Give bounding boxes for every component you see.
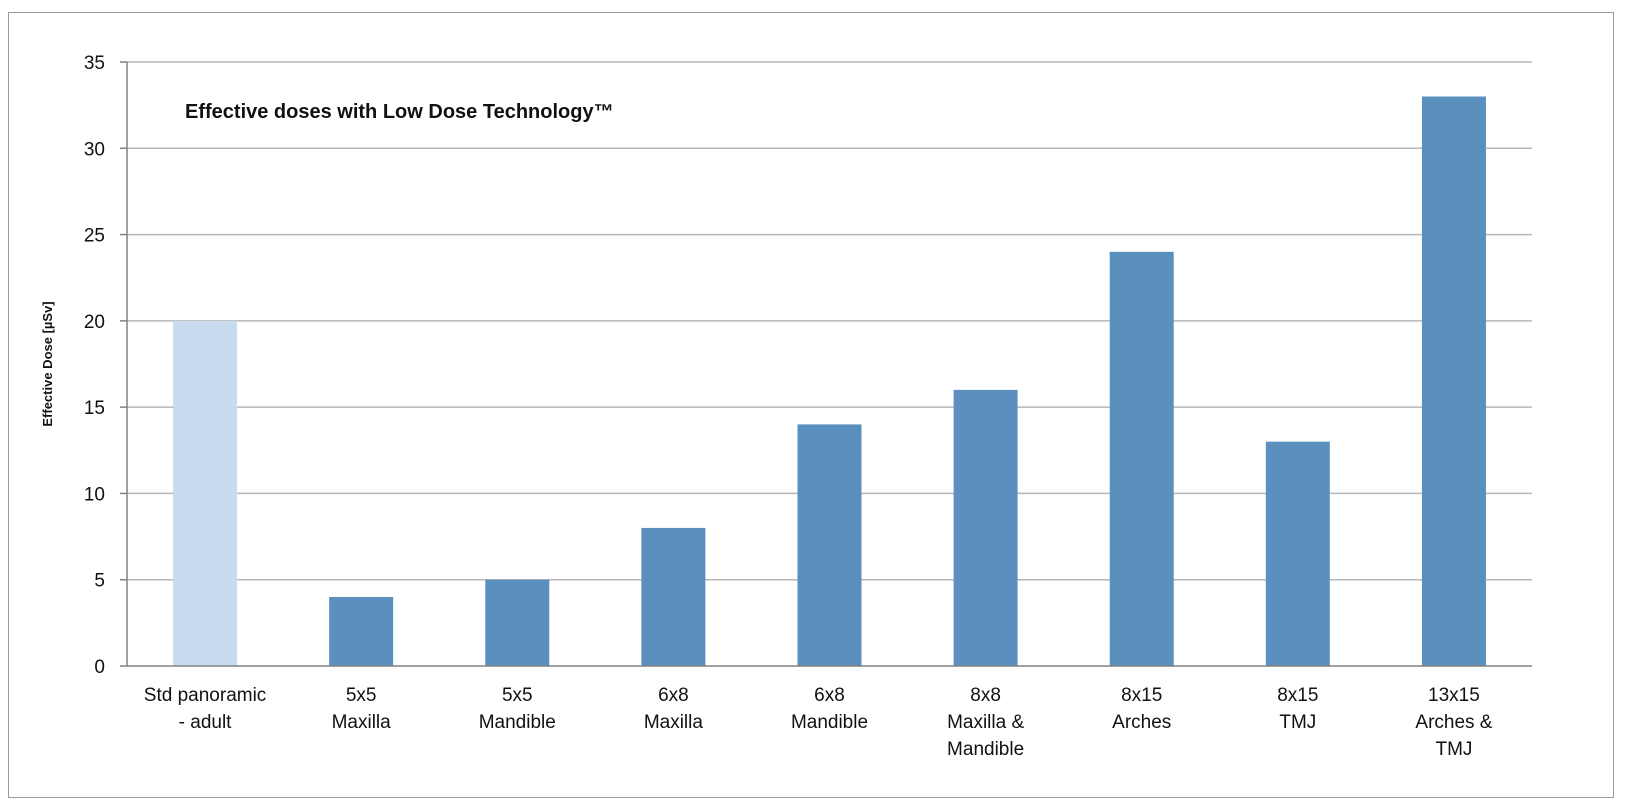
bar bbox=[485, 579, 550, 666]
x-category-label: 5x5 Maxilla bbox=[332, 685, 392, 733]
y-tick-label: 15 bbox=[84, 398, 105, 419]
y-tick-label: 35 bbox=[84, 53, 105, 74]
x-category-label-line: 6x8 bbox=[814, 685, 845, 706]
x-category-label-line: TMJ bbox=[1435, 739, 1472, 760]
axes bbox=[126, 62, 1532, 667]
x-category-label-line: 5x5 bbox=[346, 685, 377, 706]
y-tick-label: 5 bbox=[94, 571, 105, 592]
y-axis-label: Effective Dose [µSv] bbox=[40, 301, 55, 426]
y-tick-label: 20 bbox=[84, 312, 105, 333]
x-category-label-line: Std panoramic bbox=[144, 685, 267, 706]
x-category-label: 8x8 Maxilla & Mandible bbox=[947, 685, 1024, 760]
bar bbox=[1109, 251, 1174, 667]
x-category-label-line: 8x8 bbox=[970, 685, 1001, 706]
x-category-label-line: - adult bbox=[179, 712, 233, 733]
chart-title: Effective doses with Low Dose Technology… bbox=[185, 101, 614, 123]
x-category-label-line: Arches bbox=[1112, 712, 1171, 733]
x-category-label-line: 6x8 bbox=[658, 685, 689, 706]
y-axis-ticks: 0 5 10 15 20 25 30 35 bbox=[84, 53, 127, 678]
y-tick-label: 25 bbox=[84, 226, 105, 247]
chart-frame bbox=[8, 12, 1614, 798]
bar bbox=[797, 424, 862, 666]
bar bbox=[1421, 96, 1486, 666]
x-category-label: 13x15 Arches & TMJ bbox=[1415, 685, 1492, 760]
x-category-label-line: 8x15 bbox=[1121, 685, 1162, 706]
x-axis-categories: Std panoramic - adult 5x5 Maxilla 5x5 Mandibl… bbox=[144, 685, 1493, 760]
x-category-label: 8x15 Arches bbox=[1112, 685, 1171, 733]
x-category-label-line: Arches & bbox=[1415, 712, 1492, 733]
x-category-label-line: Maxilla bbox=[644, 712, 704, 733]
x-category-label-line: Mandible bbox=[947, 739, 1024, 760]
bars bbox=[173, 96, 1486, 667]
x-category-label-line: Maxilla & bbox=[947, 712, 1024, 733]
x-category-label: 6x8 Mandible bbox=[791, 685, 868, 733]
x-category-label-line: 5x5 bbox=[502, 685, 533, 706]
bar bbox=[641, 527, 706, 666]
bar bbox=[173, 320, 238, 666]
bar bbox=[329, 596, 394, 666]
x-category-label-line: 8x15 bbox=[1277, 685, 1318, 706]
x-category-label-line: Mandible bbox=[479, 712, 556, 733]
bar bbox=[1265, 441, 1330, 666]
bar bbox=[953, 389, 1018, 666]
x-category-label: 5x5 Mandible bbox=[479, 685, 556, 733]
y-tick-label: 0 bbox=[94, 657, 105, 678]
x-category-label-line: TMJ bbox=[1279, 712, 1316, 733]
x-category-label: Std panoramic - adult bbox=[144, 685, 267, 733]
x-category-label-line: Mandible bbox=[791, 712, 868, 733]
x-category-label: 6x8 Maxilla bbox=[644, 685, 704, 733]
x-category-label-line: Maxilla bbox=[332, 712, 392, 733]
y-tick-label: 10 bbox=[84, 484, 105, 505]
x-category-label-line: 13x15 bbox=[1428, 685, 1480, 706]
x-category-label: 8x15 TMJ bbox=[1277, 685, 1318, 733]
y-tick-label: 30 bbox=[84, 139, 105, 160]
